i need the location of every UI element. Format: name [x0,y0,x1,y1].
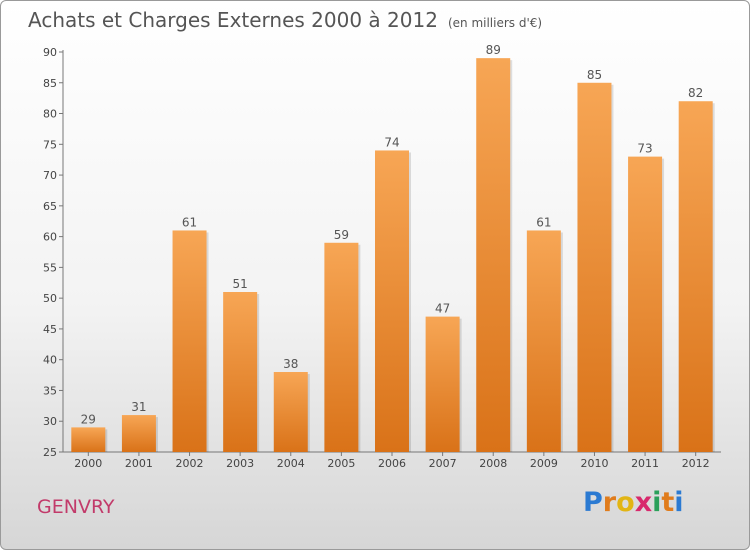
logo-letter: r [602,487,617,518]
logo-letter: i [674,487,684,518]
chart-title: Achats et Charges Externes 2000 à 2012 (e… [28,8,542,32]
bar-chart: 25 30 35 40 45 50 55 60 65 70 75 80 85 90 2000 2001 2002… [43,43,721,470]
bar [425,316,460,452]
chart-title-text: Achats et Charges Externes 2000 à 2012 [28,8,438,32]
data-label: 61 [182,215,197,229]
data-label: 74 [384,135,399,149]
x-tick-label: 2005 [327,457,355,470]
y-tick-label: 30 [43,415,57,428]
x-tick-label: 2006 [378,457,406,470]
y-tick-label: 45 [43,323,57,336]
data-label: 31 [131,400,146,414]
x-tick-label: 2011 [631,457,659,470]
bar [172,230,207,452]
x-tick-label: 2002 [176,457,204,470]
y-tick-label: 90 [43,46,57,59]
logo-letter: x [634,487,653,518]
bar [375,150,409,452]
bar [223,292,258,452]
data-label: 29 [81,412,96,426]
x-tick-label: 2012 [682,457,710,470]
y-tick-label: 75 [43,138,57,151]
bar [324,242,359,452]
bar [71,427,106,452]
data-labels: 29 31 61 51 38 59 74 47 89 61 85 73 82 [81,43,704,426]
bar [577,82,612,453]
data-label: 51 [233,277,248,291]
bar [476,58,511,453]
bar [273,372,308,452]
x-tick-label: 2010 [580,457,608,470]
y-tick-label: 65 [43,200,57,213]
commune-name: GENVRY [37,496,115,518]
x-tick-label: 2000 [74,457,102,470]
logo-letter: o [616,487,635,518]
bar [678,101,713,452]
data-label: 47 [435,302,450,316]
y-tick-label: 85 [43,77,57,90]
x-tick-label: 2008 [479,457,507,470]
x-tick-label: 2007 [429,457,457,470]
x-tick-label: 2009 [530,457,558,470]
x-tick-label: 2001 [125,457,153,470]
x-tick-label: 2003 [226,457,254,470]
logo-letter: i [652,487,662,518]
axes: 25 30 35 40 45 50 55 60 65 70 75 80 85 90 2000 2001 2002… [43,46,721,470]
chart-subtitle: (en milliers d'€) [447,16,543,30]
y-tick-label: 70 [43,169,57,182]
data-label: 85 [587,68,602,82]
bars [71,58,715,453]
y-tick-label: 50 [43,292,57,305]
y-tick-label: 35 [43,384,57,397]
y-tick-label: 55 [43,261,57,274]
data-label: 82 [688,86,703,100]
data-label: 61 [536,215,551,229]
y-tick-label: 25 [43,446,57,459]
data-label: 73 [637,142,652,156]
bar [526,230,561,452]
data-label: 38 [283,357,298,371]
logo-letter: t [661,487,675,518]
logo-letter: P [583,487,603,518]
data-label: 89 [486,43,501,57]
y-tick-label: 80 [43,108,57,121]
proxiti-logo: Proxiti [583,487,684,518]
x-tick-label: 2004 [277,457,305,470]
y-tick-label: 40 [43,354,57,367]
bar [121,415,156,452]
data-label: 59 [334,228,349,242]
bar [628,156,663,452]
y-tick-label: 60 [43,231,57,244]
